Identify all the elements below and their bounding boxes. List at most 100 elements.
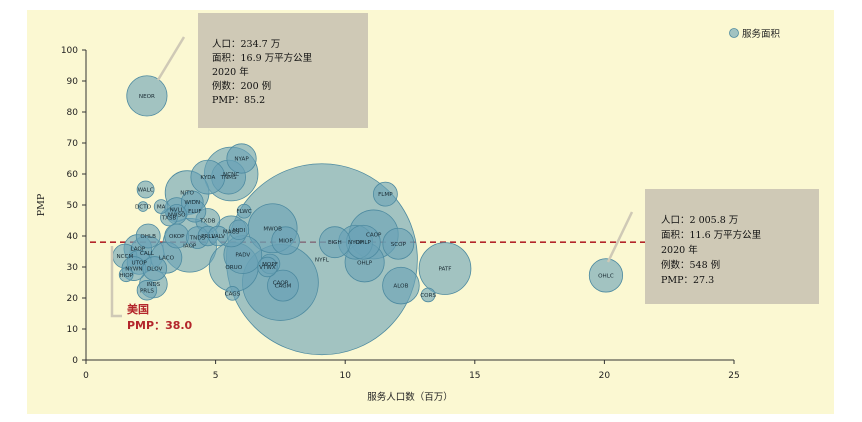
data-bubble[interactable] xyxy=(418,242,472,295)
bubble-label: UTOP xyxy=(131,260,147,266)
bubble-label: NCNC xyxy=(223,172,239,178)
bubble-label: NYFL xyxy=(315,257,330,263)
y-tick-label: 60 xyxy=(67,170,79,180)
bubble-label: CAGM xyxy=(275,284,292,290)
bubble-label: IAOP xyxy=(183,243,197,249)
data-bubble[interactable] xyxy=(318,226,351,259)
bubble-label: MIDI xyxy=(233,228,246,234)
bubble-label: NEOR xyxy=(139,94,155,100)
bubble-label: LAOP xyxy=(130,246,145,252)
legend-label: 服务面积 xyxy=(742,28,781,40)
bubble-label: WALC xyxy=(138,188,154,194)
bubble-label: MWOB xyxy=(263,226,282,232)
us-label: 美国 xyxy=(127,302,149,316)
bubble-label: PRLS xyxy=(140,288,154,294)
y-tick-label: 80 xyxy=(67,108,79,118)
annotation-line: PMP：85.2 xyxy=(212,95,265,106)
data-bubble[interactable] xyxy=(382,227,415,260)
x-tick-label: 5 xyxy=(213,371,219,381)
bubble-label: OKOP xyxy=(169,234,185,240)
bubble-label: KYDA xyxy=(200,175,215,181)
data-bubble[interactable] xyxy=(136,180,155,199)
us-pmp-label: PMP：38.0 xyxy=(127,319,193,332)
data-bubble[interactable] xyxy=(267,269,299,302)
bubble-label: NWSO xyxy=(168,212,186,218)
data-bubble[interactable] xyxy=(420,287,436,303)
data-bubble[interactable] xyxy=(382,266,420,305)
bubble-label: NYOP xyxy=(348,240,364,246)
bubble-label: CAGS xyxy=(225,291,241,297)
data-bubble[interactable] xyxy=(271,226,300,255)
annotation-line: 例数：548 例 xyxy=(661,259,720,271)
bubble-label: OHLB xyxy=(140,234,156,240)
data-bubble[interactable] xyxy=(588,258,624,293)
annotation-leader-neor xyxy=(156,36,186,81)
y-tick-label: 10 xyxy=(67,325,79,335)
bubble-label: LACO xyxy=(159,256,175,262)
bubble-label: PRLL xyxy=(201,234,215,240)
annotation-text-neor: 人口：234.7 万 面积：16.9 万平方公里 2020 年 例数：200 例… xyxy=(212,39,312,106)
data-bubble[interactable] xyxy=(225,286,240,301)
y-tick-label: 20 xyxy=(67,294,79,304)
annotation-line: 人口：2 005.8 万 xyxy=(661,215,738,226)
y-tick-label: 100 xyxy=(61,46,78,56)
data-bubble[interactable] xyxy=(135,223,161,249)
bubble-label: OHLC xyxy=(598,273,614,279)
bubble-label: TNDS xyxy=(189,236,206,242)
data-bubble[interactable] xyxy=(372,181,398,207)
annotation-leader-ohlc xyxy=(606,211,634,263)
data-bubble[interactable] xyxy=(126,75,168,117)
data-bubble[interactable] xyxy=(137,201,149,212)
data-bubble[interactable] xyxy=(228,219,250,241)
bubble-label: NVLL xyxy=(170,208,185,214)
bubble-label: CALL xyxy=(140,251,155,257)
bubble-label: WIDN xyxy=(184,200,200,206)
bubble-label: FLMP xyxy=(378,192,393,198)
bubble-label: CORS xyxy=(420,293,436,299)
bubble-label: NJTO xyxy=(180,191,194,197)
bubble-label: NYWN xyxy=(125,267,142,273)
data-bubble[interactable] xyxy=(236,203,252,219)
y-axis-title: PMP xyxy=(36,193,47,216)
data-bubble[interactable] xyxy=(142,256,168,281)
bubble-layer: NYFL CAOP NCNC IAOP PATF MWOB ORUO CAOP NJTO NEOR… xyxy=(112,75,624,356)
data-bubble[interactable] xyxy=(257,256,278,278)
y-tick-label: 50 xyxy=(67,201,79,211)
data-bubble[interactable] xyxy=(207,225,229,247)
annotation-line: 例数：200 例 xyxy=(212,80,271,92)
x-tick-label: 10 xyxy=(339,371,351,381)
bubble-label: OHLP xyxy=(357,260,373,266)
bubble-label: FLUF xyxy=(188,209,201,215)
x-tick-label: 15 xyxy=(469,371,480,381)
annotation-line: PMP：27.3 xyxy=(661,275,714,286)
annotation-line: 人口：234.7 万 xyxy=(212,39,280,50)
bubble-label: PADV xyxy=(235,253,250,259)
x-tick-label: 25 xyxy=(728,371,739,381)
bubble-label: TNMS xyxy=(220,175,237,181)
x-tick-label: 20 xyxy=(599,371,611,381)
annotation-line: 面积：16.9 万平方公里 xyxy=(212,52,312,64)
data-bubble[interactable] xyxy=(160,208,178,227)
bubble-label: INDS xyxy=(147,282,161,288)
bubble-label: VTWX xyxy=(259,265,276,271)
annotation-box-ohlc xyxy=(645,189,819,304)
data-bubble[interactable] xyxy=(190,159,226,195)
bubble-label: FLWC xyxy=(236,209,251,215)
bubble-label: DLOV xyxy=(147,267,163,273)
bubble-label: MOPF xyxy=(262,262,278,268)
data-bubble[interactable] xyxy=(226,143,257,174)
axis-ticks: 0 10 20 30 40 50 60 70 80 90 100 0 5 10 15 20 25 xyxy=(61,46,740,381)
bubble-label: SCOP xyxy=(391,242,407,248)
bubble-label: NYAP xyxy=(234,157,249,163)
bubble-label: ORUO xyxy=(225,265,242,271)
bubble-label: MA xyxy=(157,205,166,211)
x-tick-label: 0 xyxy=(83,371,89,381)
data-bubble[interactable] xyxy=(118,267,134,283)
y-tick-label: 0 xyxy=(72,356,78,366)
bubble-label: MAGS xyxy=(223,229,240,235)
legend[interactable]: 服务面积 xyxy=(729,28,781,40)
data-bubble[interactable] xyxy=(153,199,169,214)
bubble-label: TXDB xyxy=(199,219,216,225)
data-bubble[interactable] xyxy=(136,280,158,301)
